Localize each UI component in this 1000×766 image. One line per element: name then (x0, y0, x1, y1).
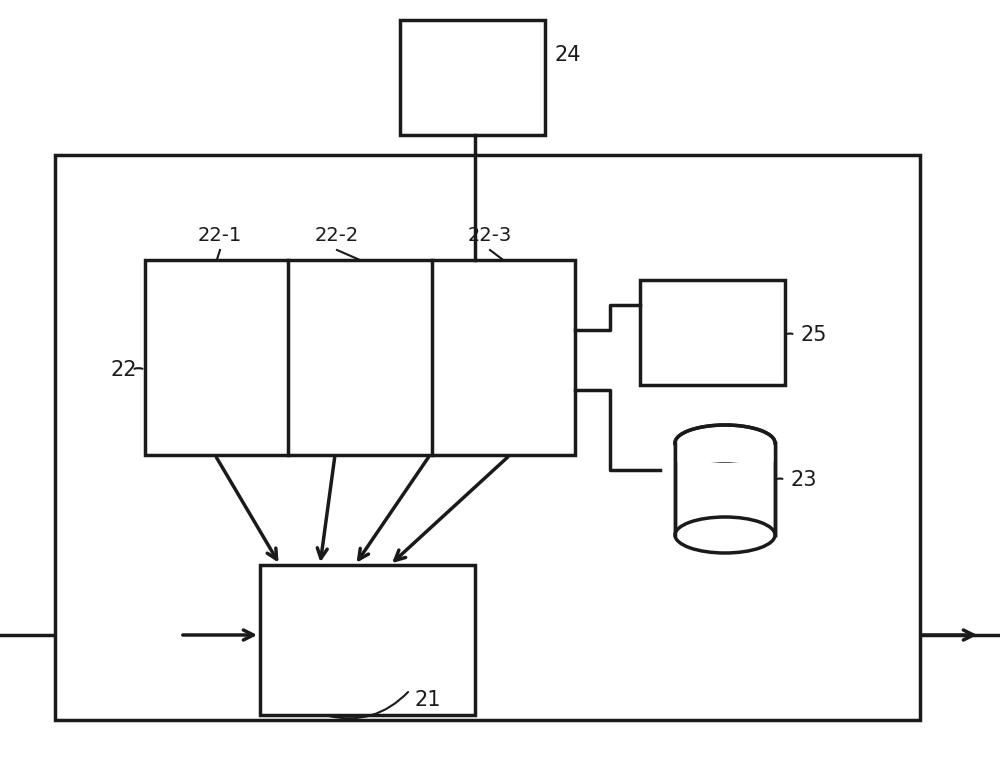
Bar (674, 443, 776, 462)
Bar (640, 280, 785, 385)
Bar (260, 565, 475, 715)
Bar (400, 20, 545, 135)
Text: 24: 24 (555, 45, 582, 65)
Text: 23: 23 (790, 470, 816, 490)
Bar (55, 155, 920, 720)
Bar (145, 260, 575, 455)
Ellipse shape (675, 425, 775, 461)
Text: 22-3: 22-3 (468, 226, 512, 245)
Text: 21: 21 (415, 690, 442, 710)
Text: 22-1: 22-1 (198, 226, 242, 245)
Text: 25: 25 (800, 325, 826, 345)
Ellipse shape (675, 517, 775, 553)
Text: 22: 22 (110, 360, 136, 380)
Text: 22-2: 22-2 (315, 226, 359, 245)
